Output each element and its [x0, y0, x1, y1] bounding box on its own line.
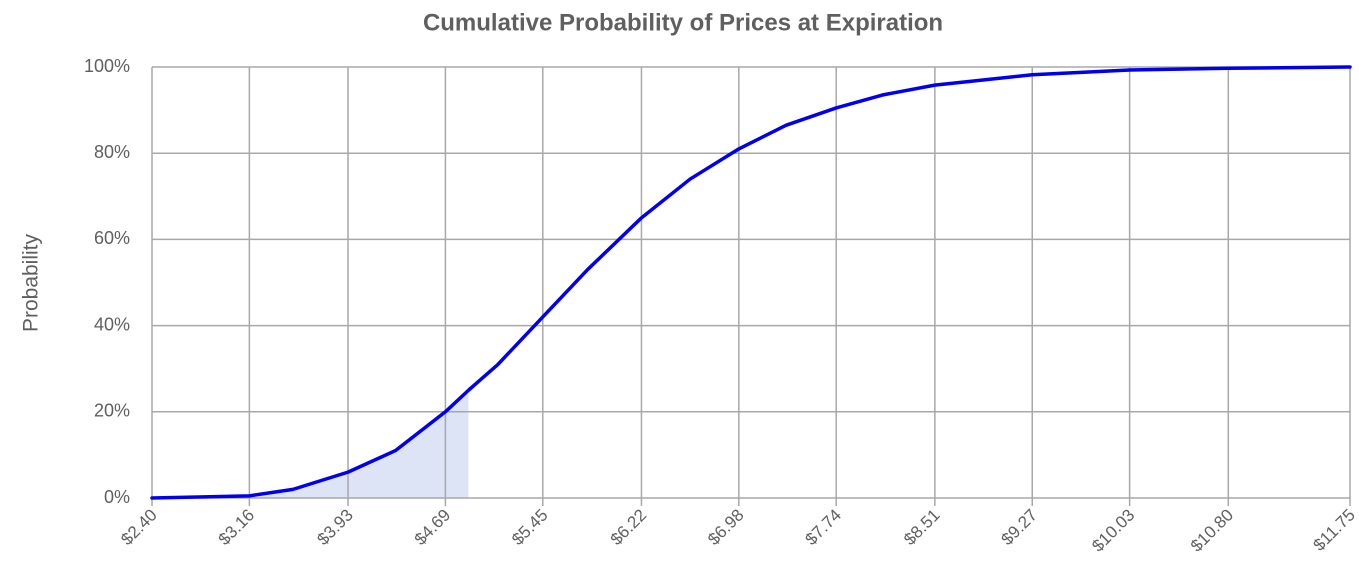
x-tick-label: $11.75	[1310, 505, 1359, 554]
x-tick-label: $5.45	[508, 505, 552, 549]
x-tick-label: $2.40	[117, 505, 161, 549]
x-tick-label: $8.51	[900, 505, 944, 549]
x-tick-label: $3.93	[313, 505, 357, 549]
x-tick-label: $6.22	[607, 505, 651, 549]
x-tick-label: $7.74	[802, 505, 846, 549]
y-tick-label: 100%	[84, 56, 130, 76]
y-tick-label: 80%	[94, 142, 130, 162]
x-tick-label: $4.69	[411, 505, 455, 549]
x-tick-label: $9.27	[998, 505, 1042, 549]
highlight-area	[152, 390, 469, 498]
y-tick-label: 20%	[94, 401, 130, 421]
x-tick-label: $10.03	[1088, 505, 1138, 555]
x-tick-label: $3.16	[215, 505, 259, 549]
y-tick-label: 0%	[104, 487, 130, 507]
chart-title: Cumulative Probability of Prices at Expi…	[423, 9, 943, 36]
x-tick-label: $10.80	[1187, 505, 1237, 555]
y-tick-label: 40%	[94, 314, 130, 334]
y-tick-label: 60%	[94, 228, 130, 248]
y-axis-title: Probability	[20, 233, 43, 332]
x-tick-label: $6.98	[704, 505, 748, 549]
line	[150, 65, 1352, 500]
